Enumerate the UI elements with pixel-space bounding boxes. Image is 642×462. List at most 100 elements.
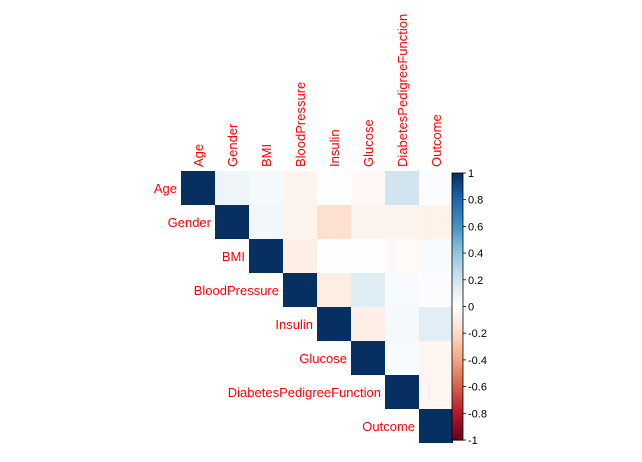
column-label-outcome: Outcome bbox=[429, 114, 444, 167]
colorbar-segment bbox=[452, 258, 463, 262]
colorbar-segment bbox=[452, 389, 463, 393]
heatmap-cell-insulin-outcome bbox=[419, 307, 453, 341]
colorbar-segment bbox=[452, 314, 463, 318]
heatmap-cell-bloodpressure-glucose bbox=[351, 273, 385, 307]
colorbar-segment bbox=[452, 343, 463, 348]
colorbar-segment bbox=[452, 311, 463, 316]
colorbar-tick-label: 0.4 bbox=[468, 248, 483, 260]
colorbar-segment bbox=[452, 266, 463, 270]
heatmap-cell-age-diabetespedigreefunction bbox=[385, 171, 419, 205]
colorbar-segment bbox=[452, 421, 463, 425]
heatmap-cell-gender-bloodpressure bbox=[283, 205, 317, 239]
heatmap-cell-age-bloodpressure bbox=[283, 171, 317, 205]
colorbar-segment bbox=[452, 263, 463, 268]
colorbar-segment bbox=[452, 434, 463, 438]
colorbar-segment bbox=[452, 346, 463, 350]
heatmap-cell-gender-diabetespedigreefunction bbox=[385, 205, 419, 239]
colorbar-segment bbox=[452, 189, 463, 193]
heatmap-cell-bmi-outcome bbox=[419, 239, 453, 273]
colorbar-tick-label: -0.2 bbox=[468, 328, 487, 340]
heatmap-cell-gender-bmi bbox=[249, 205, 283, 239]
column-label-bloodpressure: BloodPressure bbox=[293, 82, 308, 167]
column-label-glucose: Glucose bbox=[361, 119, 376, 167]
colorbar-segment bbox=[452, 375, 463, 380]
colorbar-segment bbox=[452, 277, 463, 281]
colorbar-segment bbox=[452, 383, 463, 388]
colorbar-segment bbox=[452, 173, 463, 177]
heatmap-cell-gender-insulin bbox=[317, 205, 351, 239]
column-label-gender: Gender bbox=[225, 123, 240, 167]
colorbar-segment bbox=[452, 338, 463, 342]
colorbar-segment bbox=[452, 197, 463, 201]
colorbar-segment bbox=[452, 229, 463, 233]
colorbar-segment bbox=[452, 367, 463, 372]
colorbar-segment bbox=[452, 199, 463, 203]
colorbar-segment bbox=[452, 290, 463, 294]
colorbar-segment bbox=[452, 431, 463, 436]
colorbar-segment bbox=[452, 231, 463, 236]
row-label-outcome: Outcome bbox=[362, 419, 415, 434]
heatmap-cell-gender-gender bbox=[215, 205, 249, 239]
colorbar-segment bbox=[452, 301, 463, 305]
colorbar-tick-label: -0.4 bbox=[468, 355, 487, 367]
row-label-age: Age bbox=[154, 181, 177, 196]
colorbar-segment bbox=[452, 319, 463, 324]
column-label-age: Age bbox=[191, 144, 206, 167]
heatmap-cell-diabetespedigreefunction-diabetespedigreefunction bbox=[385, 375, 419, 409]
colorbar-tick-label: 0 bbox=[468, 302, 474, 314]
colorbar-segment bbox=[452, 186, 463, 190]
colorbar-segment bbox=[452, 423, 463, 428]
colorbar-segment bbox=[452, 365, 463, 369]
colorbar-segment bbox=[452, 285, 463, 289]
colorbar-segment bbox=[452, 218, 463, 222]
colorbar-segment bbox=[452, 242, 463, 246]
heatmap-cell-glucose-diabetespedigreefunction bbox=[385, 341, 419, 375]
colorbar-segment bbox=[452, 402, 463, 406]
colorbar-segment bbox=[452, 327, 463, 332]
colorbar-segment bbox=[452, 255, 463, 260]
colorbar-segment bbox=[452, 234, 463, 238]
colorbar-segment bbox=[452, 261, 463, 265]
row-label-gender: Gender bbox=[168, 215, 212, 230]
row-label-bloodpressure: BloodPressure bbox=[194, 283, 279, 298]
colorbar-segment bbox=[452, 381, 463, 385]
heatmap-cell-age-insulin bbox=[317, 171, 351, 205]
colorbar-segment bbox=[452, 418, 463, 422]
colorbar-segment bbox=[452, 279, 463, 284]
colorbar-tick-label: 0.2 bbox=[468, 275, 483, 287]
colorbar-segment bbox=[452, 399, 463, 404]
heatmap-cell-glucose-outcome bbox=[419, 341, 453, 375]
colorbar-segment bbox=[452, 205, 463, 209]
heatmap-cell-age-outcome bbox=[419, 171, 453, 205]
colorbar-tick-label: 0.6 bbox=[468, 221, 483, 233]
colorbar-segment bbox=[452, 407, 463, 412]
column-label-diabetespedigreefunction: DiabetesPedigreeFunction bbox=[395, 14, 410, 167]
heatmap-cell-insulin-insulin bbox=[317, 307, 351, 341]
column-label-insulin: Insulin bbox=[327, 129, 342, 167]
colorbar-segment bbox=[452, 351, 463, 356]
colorbar-segment bbox=[452, 253, 463, 257]
heatmap-cell-diabetespedigreefunction-outcome bbox=[419, 375, 453, 409]
heatmap-cell-insulin-diabetespedigreefunction bbox=[385, 307, 419, 341]
colorbar-segment bbox=[452, 394, 463, 398]
colorbar-segment bbox=[452, 397, 463, 401]
colorbar-segment bbox=[452, 413, 463, 417]
colorbar-segment bbox=[452, 335, 463, 340]
colorbar-segment bbox=[452, 429, 463, 433]
colorbar-segment bbox=[452, 269, 463, 273]
colorbar-segment bbox=[452, 386, 463, 390]
heatmap-cell-insulin-glucose bbox=[351, 307, 385, 341]
colorbar-segment bbox=[452, 405, 463, 409]
row-label-glucose: Glucose bbox=[299, 351, 347, 366]
row-label-insulin: Insulin bbox=[275, 317, 313, 332]
heatmap-cell-bloodpressure-insulin bbox=[317, 273, 351, 307]
colorbar-segment bbox=[452, 223, 463, 227]
heatmap-cell-outcome-outcome bbox=[419, 409, 453, 443]
heatmap-cell-bloodpressure-diabetespedigreefunction bbox=[385, 273, 419, 307]
colorbar-segment bbox=[452, 437, 463, 441]
heatmap-cell-age-glucose bbox=[351, 171, 385, 205]
colorbar-segment bbox=[452, 274, 463, 278]
colorbar-segment bbox=[452, 303, 463, 308]
